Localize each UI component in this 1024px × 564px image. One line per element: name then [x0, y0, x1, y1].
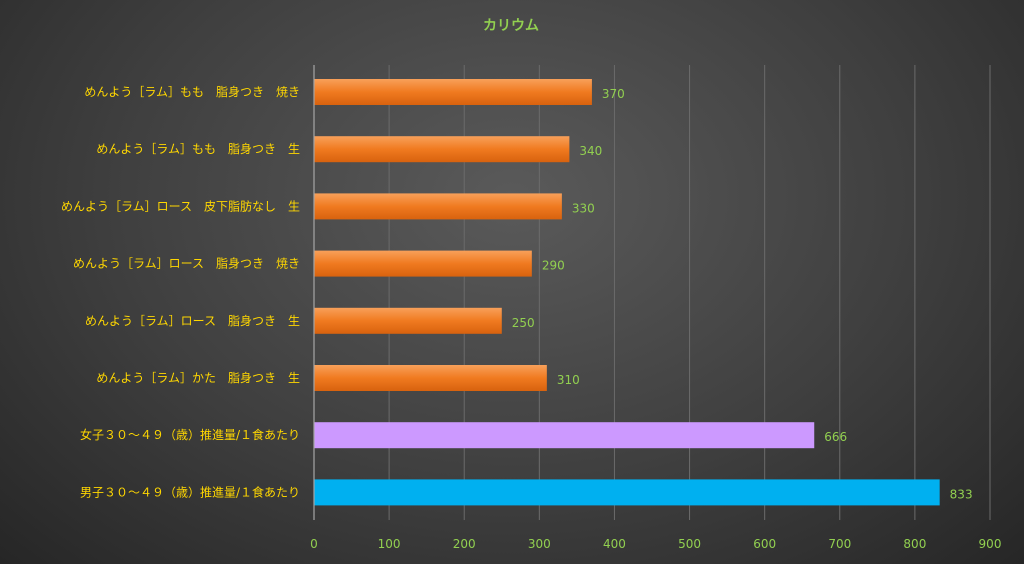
category-label: めんよう［ラム］ロース 脂身つき 焼き: [73, 256, 300, 271]
x-tick-label: 300: [528, 537, 551, 551]
bar: [314, 307, 502, 334]
category-label: めんよう［ラム］もも 脂身つき 生: [96, 141, 300, 156]
x-tick-label: 0: [310, 537, 318, 551]
bar: [314, 365, 547, 391]
x-tick-label: 600: [753, 537, 776, 551]
bar: [314, 79, 592, 105]
x-tick-label: 700: [828, 537, 851, 551]
bar: [314, 479, 940, 506]
value-label: 370: [602, 87, 625, 101]
category-label: めんよう［ラム］かた 脂身つき 生: [96, 370, 300, 385]
x-tick-label: 200: [453, 537, 476, 551]
x-tick-label: 900: [979, 537, 1002, 551]
x-tick-label: 500: [678, 537, 701, 551]
value-label: 290: [542, 259, 565, 273]
bar: [314, 422, 815, 449]
bars: [314, 79, 940, 506]
bar: [314, 193, 562, 220]
category-label: 男子３０～４９（歳）推進量/１食あたり: [80, 484, 300, 499]
category-label: めんよう［ラム］ロース 皮下脂肪なし 生: [61, 198, 300, 213]
bar: [314, 136, 570, 163]
gridlines: [388, 65, 991, 520]
value-label: 330: [572, 201, 595, 215]
category-label: めんよう［ラム］もも 脂身つき 焼き: [84, 84, 300, 99]
value-label: 340: [579, 144, 602, 158]
x-tick-label: 800: [903, 537, 926, 551]
x-tick-label: 100: [378, 537, 401, 551]
category-label: 女子３０～４９（歳）推進量/１食あたり: [80, 427, 300, 442]
category-label: めんよう［ラム］ロース 脂身つき 生: [85, 313, 300, 328]
bar: [314, 250, 532, 277]
value-label: 310: [557, 373, 580, 387]
value-label: 666: [824, 430, 847, 444]
value-label: 833: [950, 487, 973, 501]
labels: 0 100 200 300 400 500 600 700 800 900 めんよう［ラム］もも 脂…: [61, 84, 1002, 551]
x-tick-label: 400: [603, 537, 626, 551]
value-label: 250: [512, 316, 535, 330]
chart-title: カリウム: [483, 18, 539, 34]
